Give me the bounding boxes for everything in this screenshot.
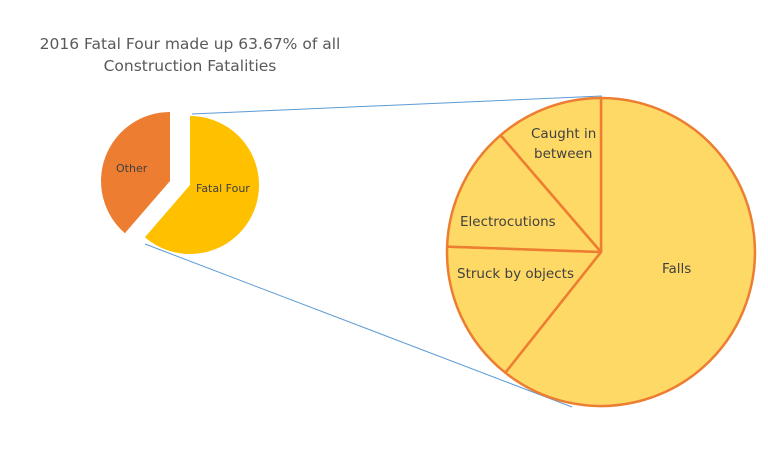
connector-line-top — [191, 95, 603, 115]
chart-title-line-2: Construction Fatalities — [103, 57, 277, 75]
label-electrocutions: Electrocutions — [460, 214, 556, 230]
chart-title-line-1: 2016 Fatal Four made up 63.67% of all — [39, 35, 341, 53]
label-fatal-four: Fatal Four — [196, 182, 250, 195]
slice-other[interactable] — [101, 112, 170, 234]
slice-struck-by-objects[interactable] — [445, 245, 603, 374]
connector-line-bottom — [144, 243, 573, 408]
chart-title: 2016 Fatal Four made up 63.67% of all Co… — [0, 33, 380, 77]
label-caught-in-line-1: Caught in — [531, 126, 596, 142]
slice-fatal-four[interactable] — [144, 115, 260, 255]
label-caught-in-line-2: between — [534, 146, 592, 162]
slice-electrocutions[interactable] — [445, 133, 603, 254]
slice-falls[interactable] — [504, 96, 757, 408]
slice-caught-in-between[interactable] — [499, 96, 603, 254]
label-falls: Falls — [662, 261, 691, 277]
label-other: Other — [116, 162, 148, 175]
label-struck-by-objects: Struck by objects — [457, 266, 574, 282]
